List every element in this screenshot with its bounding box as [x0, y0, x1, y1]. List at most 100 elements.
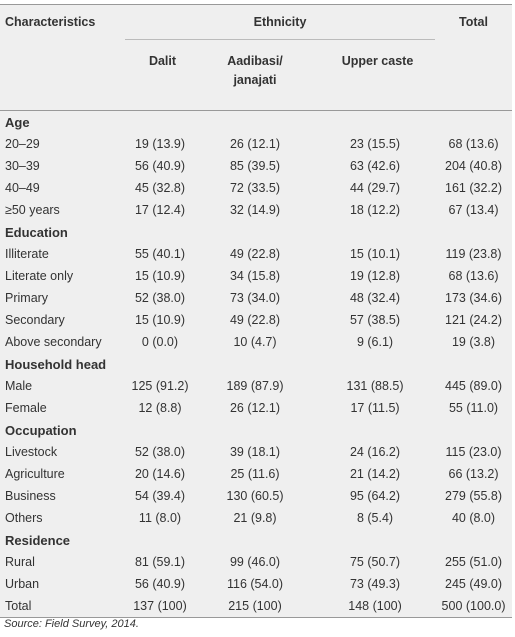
value-cell: 17 (12.4) — [134, 203, 186, 217]
value-cell: 85 (39.5) — [229, 159, 281, 173]
value-cell: 44 (29.7) — [349, 181, 401, 195]
value-cell: 279 (55.8) — [445, 489, 502, 503]
value-cell: 204 (40.8) — [445, 159, 502, 173]
value-cell: 8 (5.4) — [356, 511, 394, 525]
value-cell: 148 (100) — [348, 599, 402, 613]
row-label: Literate only — [5, 269, 74, 283]
value-cell: 24 (16.2) — [349, 445, 401, 459]
value-cell: 116 (54.0) — [226, 577, 284, 591]
value-cell: 63 (42.6) — [349, 159, 401, 173]
table-row: ≥50 years 17 (12.4) 32 (14.9) 18 (12.2) 67 (… — [0, 199, 512, 221]
table-row: 30–39 56 (40.9) 85 (39.5) 63 (42.6) 204 (40.… — [0, 155, 512, 177]
header-cell: Characteristics — [5, 15, 96, 30]
value-cell: 26 (12.1) — [229, 137, 281, 151]
value-cell: 73 (34.0) — [229, 291, 281, 305]
value-cell: 26 (12.1) — [229, 401, 281, 415]
section-title: Household head — [5, 356, 107, 372]
value-cell: 125 (91.2) — [131, 379, 189, 393]
value-cell: 161 (32.2) — [445, 181, 502, 195]
value-cell: 68 (13.6) — [448, 269, 499, 283]
table-row: 40–49 45 (32.8) 72 (33.5) 44 (29.7) 161 (32.… — [0, 177, 512, 199]
value-cell: 19 (13.9) — [134, 137, 186, 151]
value-cell: 10 (4.7) — [233, 335, 277, 349]
value-cell: 445 (89.0) — [445, 379, 502, 393]
section-row: Age — [0, 111, 512, 134]
table-body: Characteristics Ethnicity Total Dalit Aa… — [0, 4, 513, 618]
row-label: Rural — [5, 555, 35, 569]
value-cell: 55 (40.1) — [134, 247, 186, 261]
table-row: Female 12 (8.8) 26 (12.1) 17 (11.5) 55 (11.0… — [0, 397, 512, 419]
row-label: Primary — [5, 291, 49, 305]
table-row: Livestock 52 (38.0) 39 (18.1) 24 (16.2) 115 … — [0, 441, 512, 463]
table-row: Rural 81 (59.1) 99 (46.0) 75 (50.7) 255 (51.… — [0, 551, 512, 573]
value-cell: 72 (33.5) — [229, 181, 281, 195]
value-cell: 21 (9.8) — [233, 511, 277, 525]
section-title: Age — [5, 114, 30, 130]
section-row: Education — [0, 221, 512, 243]
value-cell: 15 (10.9) — [134, 313, 186, 327]
row-label: Secondary — [5, 313, 65, 327]
row-label: 20–29 — [5, 137, 40, 151]
value-cell: 131 (88.5) — [346, 379, 404, 393]
value-cell: 48 (32.4) — [349, 291, 401, 305]
row-label: Others — [5, 511, 43, 525]
table-row: Male 125 (91.2) 189 (87.9) 131 (88.5) 445 (8… — [0, 375, 512, 397]
value-cell: 500 (100.0) — [441, 599, 506, 613]
value-cell: 215 (100) — [228, 599, 282, 613]
value-cell: 45 (32.8) — [134, 181, 186, 195]
row-label: Urban — [5, 577, 40, 591]
value-cell: 66 (13.2) — [448, 467, 499, 481]
value-cell: 49 (22.8) — [229, 247, 281, 261]
value-cell: 0 (0.0) — [141, 335, 179, 349]
table-row: Agriculture 20 (14.6) 25 (11.6) 21 (14.2) 66… — [0, 463, 512, 485]
header-cell: Upper caste — [341, 54, 414, 68]
table-row: Business 54 (39.4) 130 (60.5) 95 (64.2) 279 … — [0, 485, 512, 507]
row-label: Agriculture — [5, 467, 65, 481]
table-row: Above secondary 0 (0.0) 10 (4.7) 9 (6.1) 19 … — [0, 331, 512, 353]
value-cell: 99 (46.0) — [229, 555, 281, 569]
value-cell: 95 (64.2) — [349, 489, 401, 503]
value-cell: 137 (100) — [133, 599, 187, 613]
section-row: Occupation — [0, 419, 512, 441]
value-cell: 52 (38.0) — [134, 291, 186, 305]
table-row: 20–29 19 (13.9) 26 (12.1) 23 (15.5) 68 (13.6… — [0, 133, 512, 155]
value-cell: 56 (40.9) — [134, 159, 186, 173]
value-cell: 9 (6.1) — [356, 335, 394, 349]
header-cell: Total — [459, 15, 488, 30]
value-cell: 17 (11.5) — [350, 401, 400, 415]
header-cell — [435, 40, 512, 111]
table-row: Illiterate 55 (40.1) 49 (22.8) 15 (10.1) 119… — [0, 243, 512, 265]
value-cell: 130 (60.5) — [226, 489, 284, 503]
value-cell: 81 (59.1) — [134, 555, 186, 569]
header-cell: Dalit — [148, 54, 177, 68]
section-title: Residence — [5, 532, 71, 548]
data-table: Characteristics Ethnicity Total Dalit Aa… — [0, 4, 513, 618]
table-row: Urban 56 (40.9) 116 (54.0) 73 (49.3) 245 (49… — [0, 573, 512, 595]
row-label: Female — [5, 401, 47, 415]
value-cell: 40 (8.0) — [451, 511, 496, 525]
value-cell: 20 (14.6) — [134, 467, 186, 481]
row-label: Livestock — [5, 445, 58, 459]
table-row: Literate only 15 (10.9) 34 (15.8) 19 (12.8)… — [0, 265, 512, 287]
value-cell: 52 (38.0) — [134, 445, 186, 459]
value-cell: 11 (8.0) — [138, 511, 182, 525]
header-row: Characteristics Ethnicity Total — [0, 4, 512, 40]
value-cell: 12 (8.8) — [138, 401, 182, 415]
value-cell: 15 (10.1) — [349, 247, 401, 261]
value-cell: 21 (14.2) — [349, 467, 401, 481]
value-cell: 255 (51.0) — [445, 555, 502, 569]
value-cell: 55 (11.0) — [448, 401, 499, 415]
value-cell: 115 (23.0) — [445, 445, 502, 459]
value-cell: 189 (87.9) — [226, 379, 284, 393]
value-cell: 18 (12.2) — [349, 203, 401, 217]
value-cell: 73 (49.3) — [349, 577, 401, 591]
section-row: Household head — [0, 353, 512, 375]
source-note: Source: Field Survey, 2014. — [4, 618, 139, 630]
value-cell: 23 (15.5) — [349, 137, 401, 151]
value-cell: 34 (15.8) — [229, 269, 281, 283]
value-cell: 19 (3.8) — [451, 335, 496, 349]
header-cell: Ethnicity — [125, 4, 436, 40]
row-label: Total — [5, 599, 32, 613]
row-label: ≥50 years — [5, 203, 60, 217]
section-title: Occupation — [5, 422, 77, 438]
